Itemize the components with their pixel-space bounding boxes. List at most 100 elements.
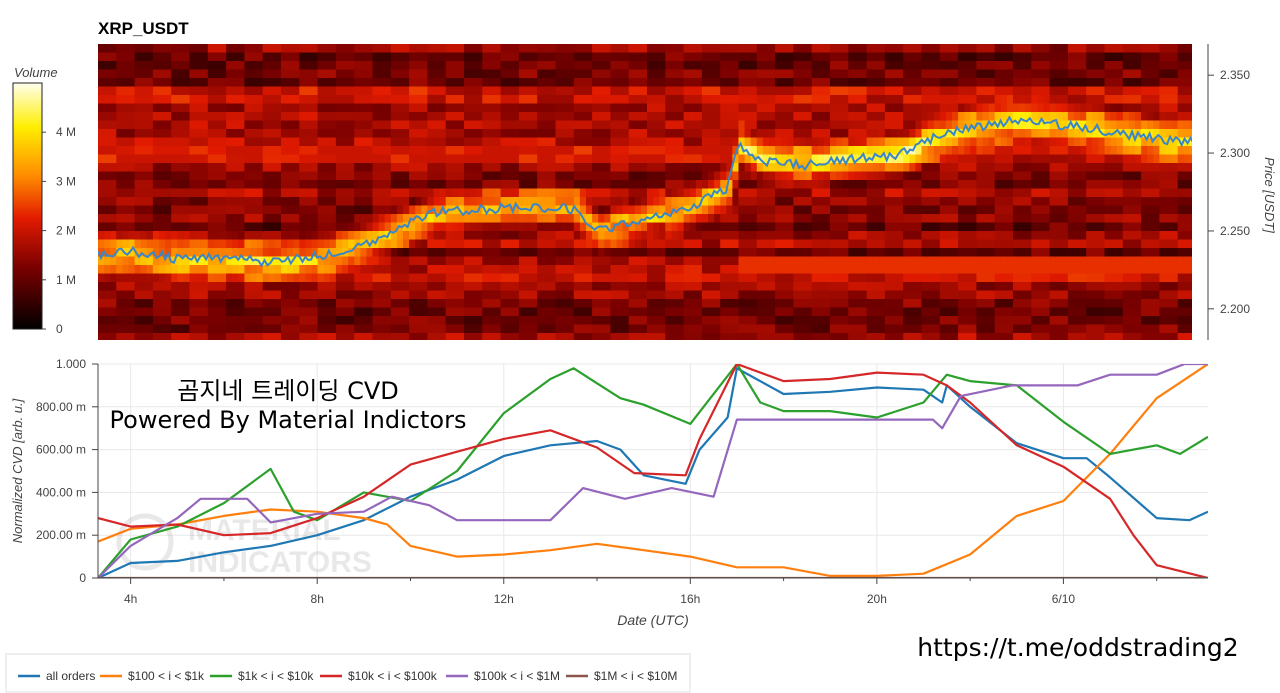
heatmap-cells	[98, 44, 1192, 340]
heatmap-cell	[708, 248, 715, 258]
heatmap-cell	[610, 154, 618, 164]
heatmap-cell	[891, 103, 898, 113]
heatmap-cell	[927, 222, 935, 232]
heatmap-cell	[146, 290, 154, 300]
heatmap-cell	[494, 154, 502, 164]
heatmap-cell	[872, 52, 880, 62]
heatmap-cell	[945, 205, 953, 215]
heatmap-cell	[964, 146, 971, 156]
heatmap-cell	[396, 129, 404, 139]
heatmap-cell	[207, 163, 215, 173]
heatmap-cell	[342, 282, 349, 292]
heatmap-cell	[287, 180, 294, 190]
heatmap-cell	[964, 265, 971, 275]
heatmap-cell	[647, 316, 654, 326]
heatmap-cell	[884, 265, 892, 275]
heatmap-cell	[866, 171, 874, 181]
heatmap-cell	[567, 324, 575, 334]
heatmap-cell	[531, 316, 538, 326]
heatmap-cell	[830, 69, 837, 79]
heatmap-cell	[537, 171, 544, 181]
heatmap-cell	[122, 103, 130, 113]
heatmap-cell	[854, 333, 862, 340]
heatmap-cell	[354, 78, 361, 88]
heatmap-cell	[604, 120, 611, 130]
heatmap-cell	[360, 231, 367, 241]
heatmap-cell	[500, 44, 508, 54]
heatmap-cell	[482, 52, 489, 62]
heatmap-cell	[433, 137, 441, 147]
heatmap-cell	[293, 171, 300, 181]
heatmap-cell	[128, 52, 136, 62]
heatmap-cell	[762, 307, 770, 317]
heatmap-cell	[268, 52, 276, 62]
heatmap-cell	[781, 256, 788, 266]
heatmap-cell	[305, 290, 313, 300]
heatmap-cell	[213, 61, 221, 71]
heatmap-cell	[762, 197, 770, 207]
heatmap-cell	[939, 171, 947, 181]
heatmap-cell	[421, 231, 428, 241]
heatmap-cell	[543, 52, 550, 62]
heatmap-cell	[421, 282, 428, 292]
heatmap-cell	[244, 231, 252, 241]
heatmap-cell	[701, 171, 709, 181]
heatmap-cell	[238, 231, 245, 241]
heatmap-cell	[323, 163, 331, 173]
heatmap-cell	[396, 214, 404, 224]
heatmap-cell	[342, 112, 349, 122]
heatmap-cell	[512, 129, 520, 139]
heatmap-cell	[915, 205, 923, 215]
heatmap-cell	[372, 333, 380, 340]
heatmap-cell	[701, 69, 709, 79]
heatmap-cell	[860, 265, 868, 275]
heatmap-cell	[409, 103, 416, 113]
heatmap-cell	[470, 256, 477, 266]
heatmap-cell	[116, 222, 123, 232]
heatmap-cell	[549, 197, 557, 207]
heatmap-cell	[598, 205, 605, 215]
heatmap-cell	[329, 324, 337, 334]
heatmap-cell	[799, 95, 807, 105]
heatmap-cell	[878, 112, 886, 122]
heatmap-cell	[268, 324, 276, 334]
heatmap-cell	[500, 290, 508, 300]
heatmap-cell	[708, 180, 715, 190]
heatmap-cell	[146, 188, 154, 198]
heatmap-cell	[427, 137, 435, 147]
heatmap-cell	[909, 86, 916, 96]
heatmap-cell	[165, 290, 172, 300]
heatmap-cell	[933, 265, 941, 275]
heatmap-cell	[360, 171, 367, 181]
heatmap-cell	[274, 231, 282, 241]
heatmap-cell	[647, 129, 654, 139]
heatmap-cell	[250, 214, 258, 224]
heatmap-cell	[909, 307, 916, 317]
heatmap-cell	[732, 146, 740, 156]
heatmap-cell	[622, 180, 630, 190]
heatmap-cell	[268, 163, 276, 173]
heatmap-cell	[98, 265, 105, 275]
heatmap-cell	[848, 154, 855, 164]
heatmap-cell	[226, 290, 233, 300]
heatmap-cell	[122, 205, 130, 215]
heatmap-cell	[775, 188, 782, 198]
heatmap-cell	[830, 120, 837, 130]
heatmap-cell	[250, 205, 258, 215]
heatmap-cell	[525, 188, 532, 198]
heatmap-cell	[647, 86, 654, 96]
heatmap-cell	[226, 129, 233, 139]
heatmap-cell	[958, 163, 965, 173]
heatmap-cell	[311, 256, 319, 266]
heatmap-cell	[958, 214, 965, 224]
heatmap-cell	[531, 78, 538, 88]
heatmap-cell	[647, 95, 654, 105]
heatmap-cell	[915, 52, 923, 62]
heatmap-cell	[573, 222, 581, 232]
heatmap-cell	[884, 78, 892, 88]
heatmap-cell	[165, 299, 172, 309]
heatmap-cell	[104, 197, 111, 207]
heatmap-cell	[427, 316, 435, 326]
heatmap-cell	[415, 78, 422, 88]
heatmap-cell	[500, 205, 508, 215]
